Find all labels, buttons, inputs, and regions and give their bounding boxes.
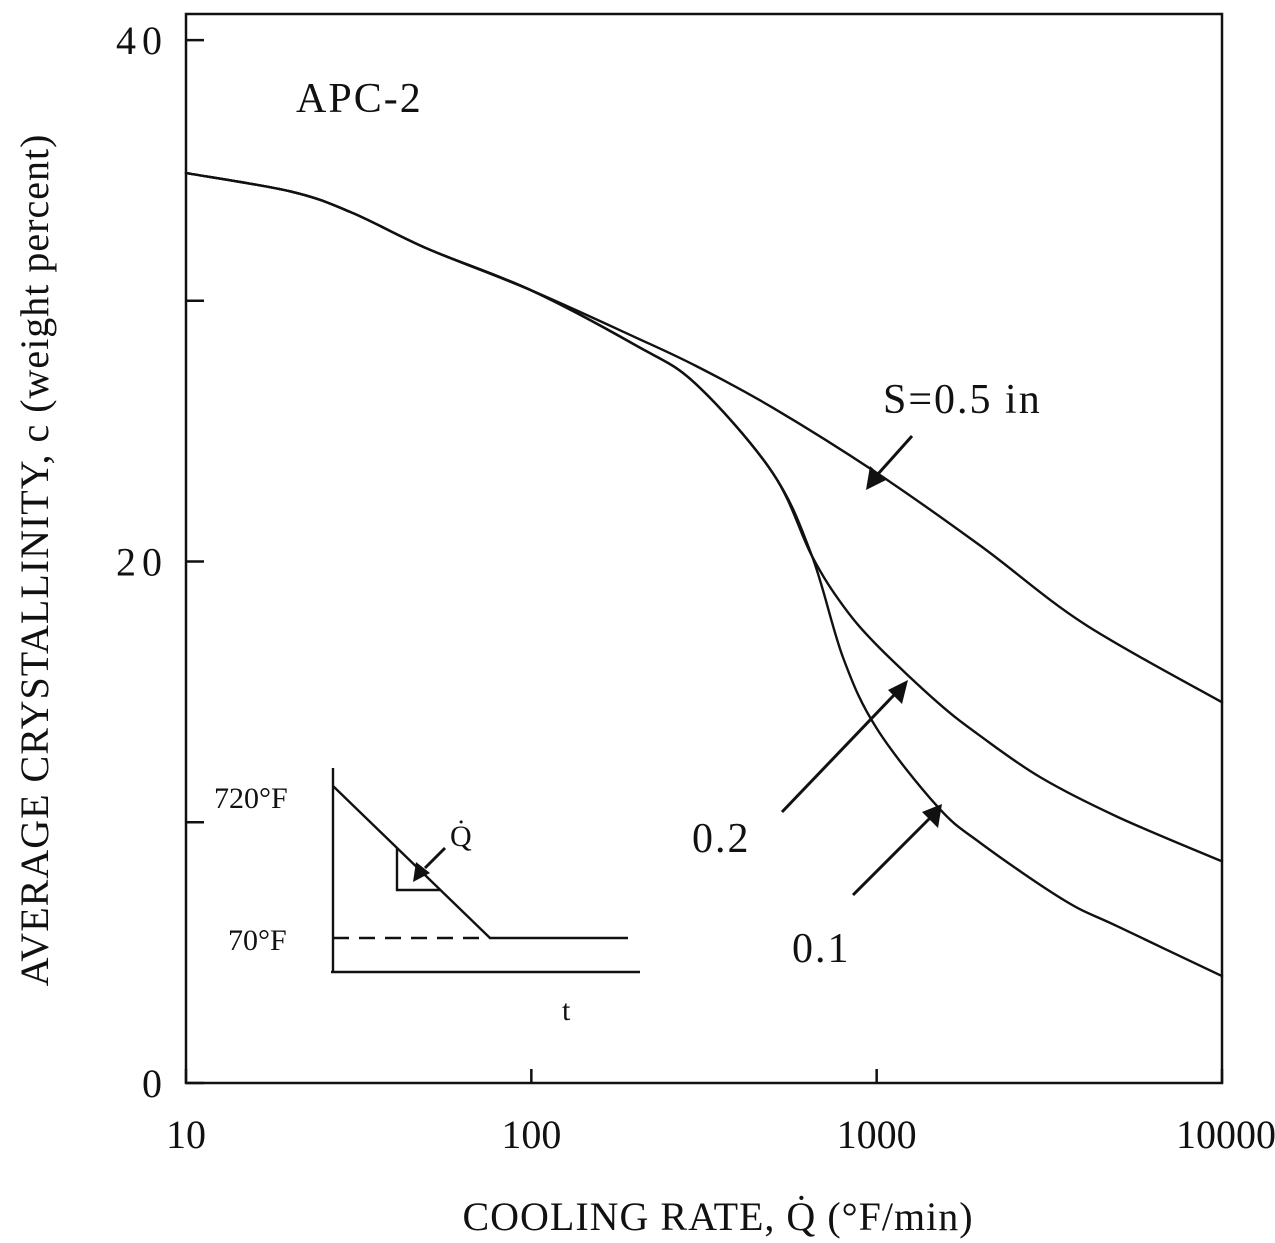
inset-schematic: 720°F 70°F Q̇ t <box>214 768 640 1027</box>
x-axis-title: COOLING RATE, Q̇ (°F/min) <box>462 1194 973 1239</box>
x-tick-label: 10000 <box>1176 1112 1275 1157</box>
inset-slope-triangle <box>395 848 440 892</box>
series-label-02: 0.2 <box>692 816 751 862</box>
x-axis-ticks: 10 100 1000 10000 <box>166 1069 1275 1157</box>
inset-cooling-ramp <box>332 785 491 939</box>
series-label-01: 0.1 <box>792 926 851 972</box>
chart-title: APC-2 <box>296 76 423 122</box>
y-tick-label: 40 <box>116 18 168 63</box>
y-axis-title: AVERAGE CRYSTALLINITY, c (weight percent… <box>12 134 57 987</box>
y-axis-ticks: 0 20 40 <box>116 18 204 1106</box>
series-group <box>184 171 1224 978</box>
x-tick-label: 100 <box>501 1112 561 1157</box>
x-tick-label: 1000 <box>837 1112 917 1157</box>
inset-label-70f: 70°F <box>228 924 287 957</box>
inset-label-720f: 720°F <box>214 782 288 815</box>
y-tick-label: 0 <box>142 1061 168 1106</box>
inset-label-t: t <box>562 994 571 1027</box>
inset-label-q: Q̇ <box>450 819 472 853</box>
plot-frame <box>184 12 1224 1085</box>
arrow-02 <box>780 680 908 814</box>
y-tick-label: 20 <box>116 540 168 585</box>
series-line-1 <box>184 171 1224 704</box>
x-tick-label: 10 <box>166 1112 206 1157</box>
series-line-2 <box>184 171 1224 863</box>
inset-arrow-head <box>413 862 430 882</box>
series-label-s05: S=0.5 in <box>883 377 1042 423</box>
arrow-s05 <box>866 434 914 490</box>
series-line-3 <box>184 171 1224 978</box>
inset-arrow <box>423 846 447 870</box>
arrow-01 <box>851 804 942 897</box>
